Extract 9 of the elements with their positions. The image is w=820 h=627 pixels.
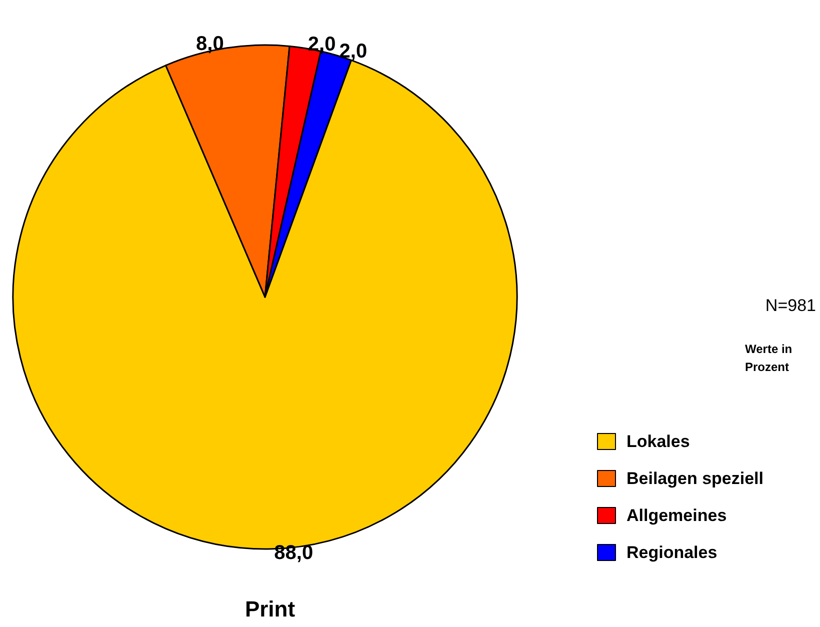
legend-label: Allgemeines <box>626 506 727 525</box>
legend-label: Lokales <box>626 432 690 451</box>
data-label: 2,0 <box>339 40 368 62</box>
data-label: 8,0 <box>196 33 224 56</box>
legend-label: Regionales <box>626 543 718 562</box>
text: N=981 <box>765 296 816 315</box>
legend-label: Beilagen speziell <box>626 469 764 488</box>
text: Print <box>244 596 296 622</box>
text: Werte in Prozent <box>745 342 796 374</box>
